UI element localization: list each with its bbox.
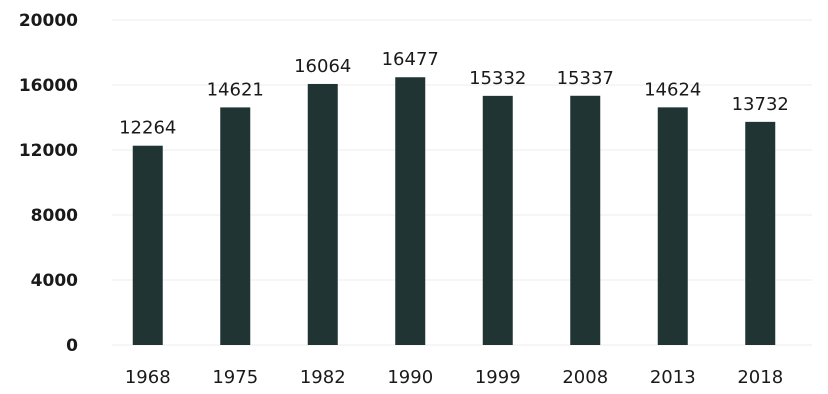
x-tick-label-1968: 1968 (125, 367, 171, 388)
data-label-1999: 15332 (469, 68, 526, 89)
x-tick-label-1982: 1982 (300, 367, 346, 388)
y-axis-ticks: 0 4000 8000 12000 16000 20000 (19, 11, 78, 356)
bar-2013 (657, 107, 688, 345)
data-label-1982: 16064 (294, 56, 351, 77)
bar-2008 (570, 95, 601, 346)
bar-1999 (482, 95, 513, 345)
y-tick-label: 4000 (31, 271, 78, 291)
y-tick-label: 0 (66, 336, 78, 356)
x-tick-label-1990: 1990 (387, 367, 433, 388)
x-tick-label-1999: 1999 (475, 367, 521, 388)
data-label-2018: 13732 (732, 94, 789, 115)
x-tick-label-2018: 2018 (737, 367, 783, 388)
grid-lines (112, 19, 812, 346)
data-labels: 12264 14621 16064 16477 15332 15337 14624 13732 (119, 49, 789, 138)
x-tick-label-1975: 1975 (212, 367, 258, 388)
bars (132, 77, 776, 346)
bar-1968 (132, 145, 163, 345)
bar-1982 (307, 83, 338, 346)
data-label-1968: 12264 (119, 118, 176, 139)
data-label-1990: 16477 (382, 49, 439, 70)
bar-1990 (395, 77, 426, 345)
x-axis-ticks: 1968 1975 1982 1990 1999 2008 2013 2018 (125, 367, 783, 388)
y-tick-label: 20000 (19, 11, 78, 31)
bar-1975 (220, 107, 251, 345)
y-tick-label: 12000 (19, 141, 78, 161)
data-label-1975: 14621 (207, 79, 264, 100)
y-tick-label: 16000 (19, 76, 78, 96)
x-tick-label-2013: 2013 (650, 367, 696, 388)
data-label-2013: 14624 (644, 79, 701, 100)
x-tick-label-2008: 2008 (562, 367, 608, 388)
bar-2018 (745, 121, 776, 345)
data-label-2008: 15337 (557, 68, 614, 89)
y-tick-label: 8000 (31, 206, 78, 226)
